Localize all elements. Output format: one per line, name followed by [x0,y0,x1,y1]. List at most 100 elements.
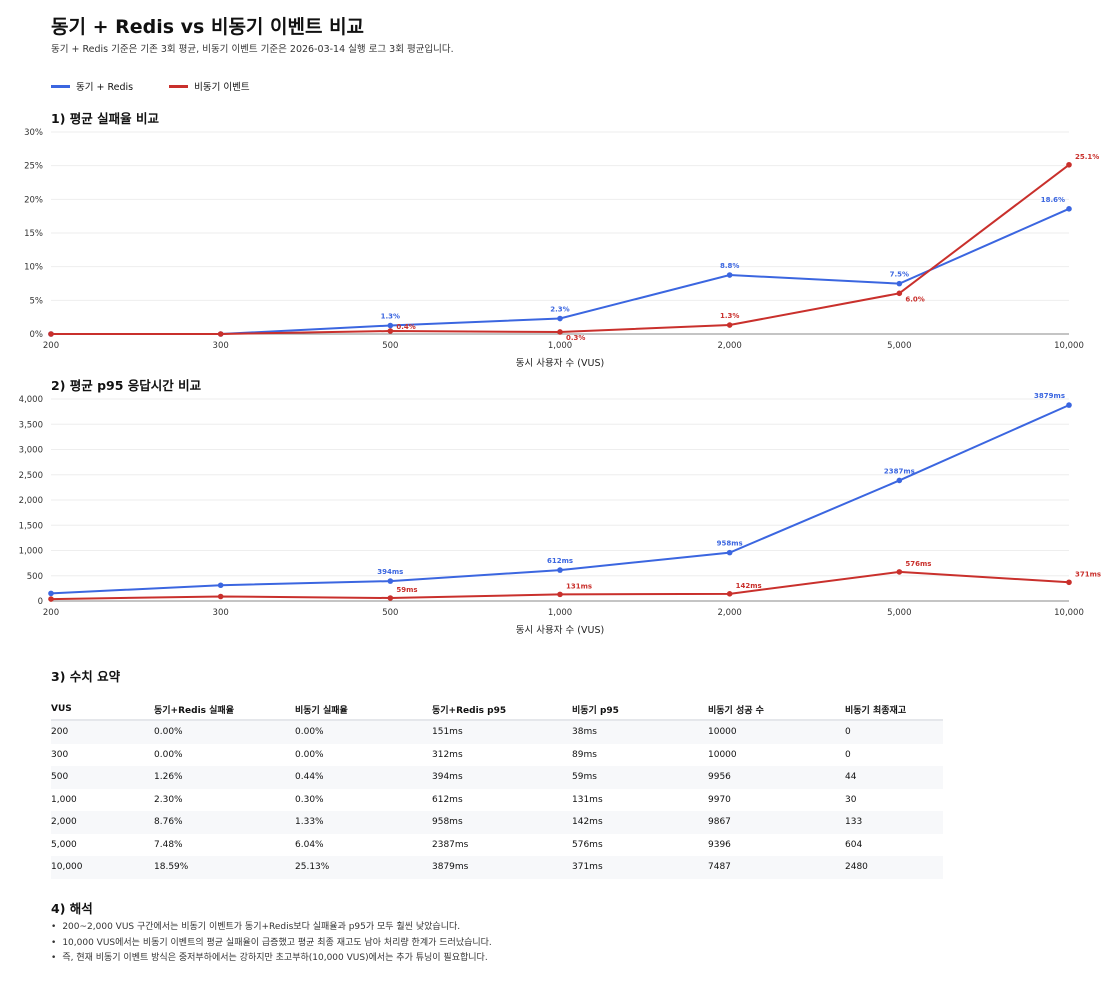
interpretation-notes: 200~2,000 VUS 구간에서는 비동기 이벤트가 동기+Redis보다 … [51,920,492,967]
table-cell: 500 [51,766,154,789]
x-tick-label: 300 [213,608,229,618]
data-point-sync [726,272,733,278]
x-tick-label: 200 [43,608,59,618]
y-tick-label: 2,500 [19,471,43,481]
table-row: 1,000 2.30% 0.30% 612ms 131ms 9970 30 [51,789,943,812]
table-header-cell: 비동기 최종재고 [845,699,943,721]
table-row: 500 1.26% 0.44% 394ms 59ms 9956 44 [51,766,943,789]
data-point-sync [896,477,903,484]
y-tick-label: 3,000 [19,446,43,456]
legend-item-async: 비동기 이벤트 [169,79,250,93]
x-tick-label: 200 [43,341,59,351]
page-subtitle: 동기 + Redis 기준은 기존 3회 평균, 비동기 이벤트 기준은 202… [51,44,454,55]
table-cell: 10000 [708,749,737,760]
table-cell: 300 [51,749,69,760]
table-cell: 10,000 [51,856,154,879]
data-label-sync: 958ms [717,540,743,548]
x-tick-label: 2,000 [717,341,741,351]
data-point-async [217,593,224,600]
table-cell: 312ms [432,749,463,760]
legend-label-async: 비동기 이벤트 [194,82,250,93]
data-point-sync [557,567,563,573]
y-tick-label: 15% [24,229,43,239]
table-row: 10,000 18.59% 25.13% 3879ms 371ms 7487 2480 [51,856,943,879]
table-cell: 151ms [432,720,572,744]
x-tick-label: 300 [213,341,229,351]
table-row: 200 0.00% 0.00% 151ms 38ms 10000 0 [51,720,943,744]
data-point-sync [1066,206,1072,212]
table-cell: 2387ms [432,839,469,850]
table-row: 300 0.00% 0.00% 312ms 89ms 10000 0 [51,744,943,767]
y-tick-label: 0% [30,330,44,340]
table-cell: 44 [845,766,943,789]
table-cell: 1.26% [154,766,295,789]
table-cell: 59ms [572,766,708,789]
data-label-async: 0.4% [396,323,415,331]
data-point-sync [726,549,733,556]
table-cell: 371ms [572,856,708,879]
data-label-sync: 2387ms [884,467,915,475]
note-item: 즉, 현재 비동기 이벤트 방식은 중저부하에서는 강하지만 초고부하(10,0… [51,951,492,967]
table-cell: 958ms [432,811,572,834]
page-title: 동기 + Redis vs 비동기 이벤트 비교 [51,16,365,38]
table-cell: 0.00% [295,720,432,744]
y-tick-label: 5% [30,296,44,306]
table-cell: 3879ms [432,856,572,879]
legend-swatch-sync [51,84,70,88]
table-cell: 131ms [572,794,603,805]
data-label-sync: 394ms [377,568,403,576]
y-tick-label: 3,500 [19,420,43,430]
legend: 동기 + Redis 비동기 이벤트 [51,79,250,93]
data-point-sync [896,280,903,287]
data-point-sync [387,322,394,329]
data-point-async [896,290,903,297]
note-item: 10,000 VUS에서는 비동기 이벤트의 평균 실패율이 급증했고 평균 최… [51,936,491,952]
data-label-sync: 7.5% [890,271,909,279]
data-point-async [896,569,903,575]
data-label-sync: 1.3% [381,313,400,321]
table-cell: 394ms [432,766,572,789]
table-cell: 7487 [708,856,845,879]
table-cell: 2,000 [51,811,154,834]
data-point-sync [217,582,224,589]
data-point-async [387,595,394,601]
x-tick-label: 500 [382,608,398,618]
table-header-cell: 비동기 p95 [572,699,708,721]
data-label-async: 131ms [566,582,592,590]
x-tick-label: 5,000 [887,608,911,618]
failure-rate-chart: 0% 5% 10% 15% 20% 25% 30% 200 300 500 1,000 2,000 5,… [24,128,1099,369]
table-cell: 30 [845,794,857,805]
y-tick-label: 4,000 [19,395,43,405]
x-axis-title: 동시 사용자 수 (VUS) [516,358,604,369]
table-cell: 5,000 [51,839,77,850]
x-tick-label: 1,000 [548,341,572,351]
table-cell: 1,000 [51,794,77,805]
table-cell: 0.00% [154,749,183,760]
data-label-async: 142ms [736,582,762,590]
table-cell: 25.13% [295,856,432,879]
table-header-cell: VUS [51,699,154,721]
table-cell: 0 [845,720,943,744]
data-point-async [48,596,54,602]
data-point-async [557,329,563,335]
table-header-cell: 비동기 실패율 [295,699,432,721]
table-cell: 133 [845,811,943,834]
table-cell: 2.30% [154,794,183,805]
table-header-row: VUS 동기+Redis 실패율 비동기 실패율 동기+Redis p95 비동… [51,699,943,721]
series-line-sync [51,207,1070,335]
table-cell: 89ms [572,749,597,760]
data-point-sync [1066,402,1072,408]
table-cell: 576ms [572,839,603,850]
table-cell: 6.04% [295,839,324,850]
table-header-cell: 동기+Redis p95 [432,699,572,721]
legend-label-sync: 동기 + Redis [76,82,134,93]
x-tick-label: 10,000 [1054,608,1084,618]
data-label-async: 371ms [1075,570,1101,578]
data-point-async [1066,161,1072,168]
data-point-async [1066,579,1072,586]
table-cell: 10000 [708,720,845,744]
data-point-async [557,591,563,598]
data-point-async [48,331,54,337]
y-tick-label: 20% [24,195,43,205]
table-cell: 7.48% [154,839,183,850]
